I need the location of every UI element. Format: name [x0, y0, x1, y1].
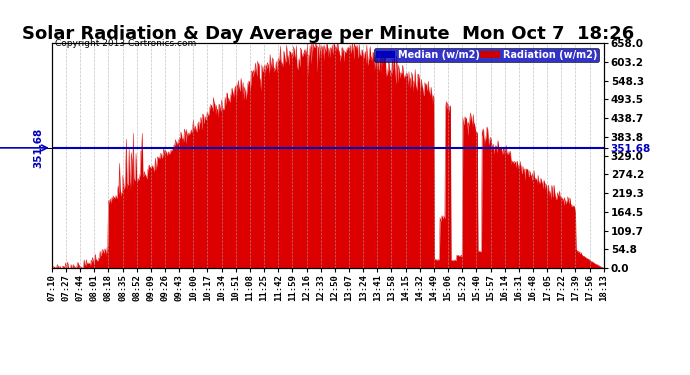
Title: Solar Radiation & Day Average per Minute  Mon Oct 7  18:26: Solar Radiation & Day Average per Minute…: [21, 25, 634, 43]
Legend: Median (w/m2), Radiation (w/m2): Median (w/m2), Radiation (w/m2): [374, 48, 599, 62]
Text: Copyright 2013 Cartronics.com: Copyright 2013 Cartronics.com: [55, 39, 197, 48]
